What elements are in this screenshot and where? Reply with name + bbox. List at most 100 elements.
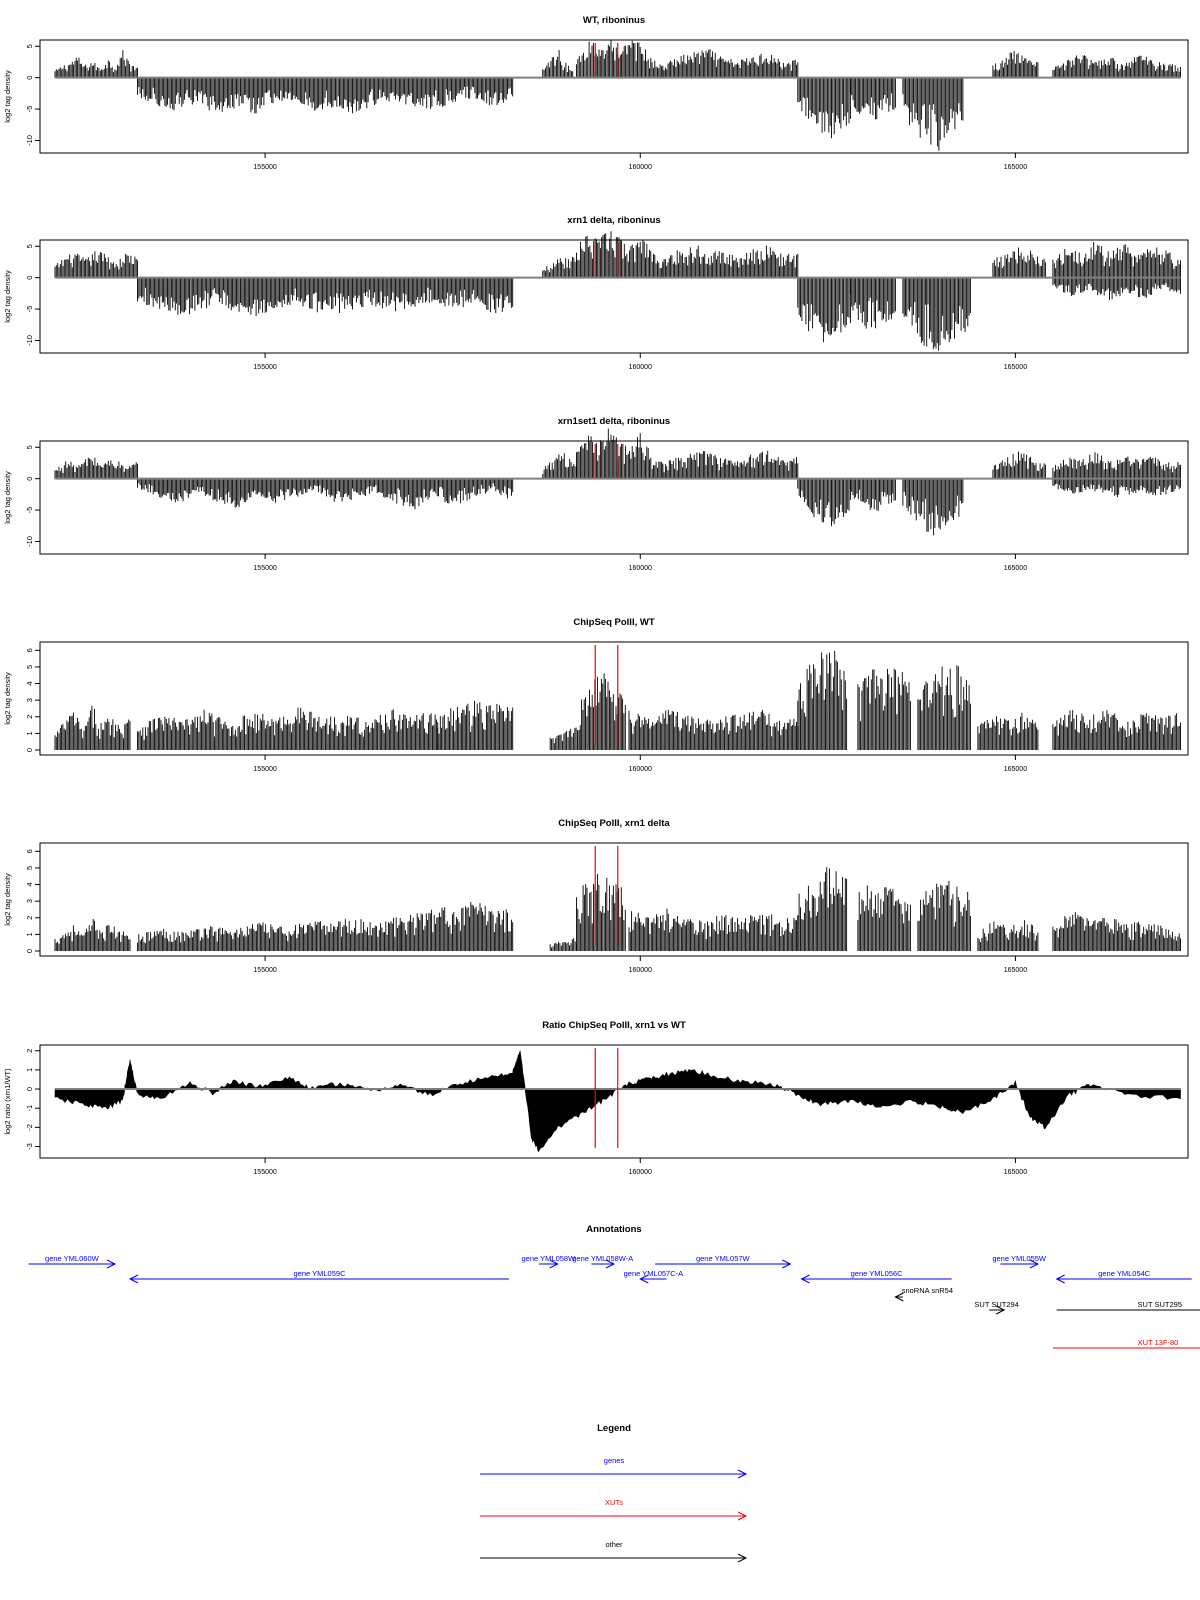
- annotation-label: snoRNA snR54: [902, 1286, 953, 1295]
- signal-segment-1: [54, 457, 138, 479]
- annotations-panel: Annotations gene YML060W gene YML059C gene …: [28, 1224, 1200, 1349]
- panel-title: ChipSeq PolII, WT: [573, 617, 654, 628]
- x-tick-label: 155000: [253, 766, 276, 773]
- annotation-gene-7: gene YML056C: [800, 1269, 952, 1284]
- signal-segment-4: [549, 938, 577, 951]
- x-tick-label: 165000: [1004, 1169, 1027, 1176]
- annotation-label: gene YML058W-A: [572, 1254, 633, 1263]
- y-tick-label: -5: [25, 507, 34, 514]
- annotation-other-8: snoRNA snR54: [894, 1286, 953, 1302]
- y-tick-label: 5: [25, 244, 34, 248]
- y-tick-label: 0: [25, 76, 34, 80]
- signal-segment-10: [992, 51, 1039, 78]
- signal-segment-8: [849, 77, 896, 120]
- arrow-left-icon: [1055, 1274, 1065, 1284]
- arrow-left-icon: [800, 1274, 810, 1284]
- signal-segment-3: [437, 700, 514, 750]
- annotation-label: gene YML058W: [522, 1254, 577, 1263]
- y-tick-label: 5: [25, 665, 34, 669]
- arrow-left-icon: [894, 1292, 904, 1302]
- y-tick-label: 2: [25, 715, 34, 719]
- y-tick-label: -1: [25, 1105, 34, 1112]
- panel-title: xrn1 delta, riboninus: [567, 215, 660, 226]
- annotation-other-12: SUT SUT295: [1056, 1300, 1200, 1311]
- panel-title: ChipSeq PolII, xrn1 delta: [558, 818, 670, 829]
- y-tick-label: 4: [25, 681, 34, 685]
- plot-frame: [39, 641, 1189, 756]
- arrow-left-icon: [128, 1274, 139, 1284]
- signal-segment-6: [628, 709, 799, 750]
- annotation-label: gene YML056C: [851, 1269, 904, 1278]
- y-axis-label: log2 tag density: [3, 672, 12, 725]
- signal-segment-1: [54, 50, 138, 78]
- arrow-right-icon: [737, 1553, 748, 1563]
- legend-title: Legend: [597, 1423, 631, 1434]
- annotation-label: gene YML055W: [992, 1254, 1047, 1263]
- arrow-right-icon: [737, 1469, 748, 1479]
- annotation-label: XUT 13F-80: [1138, 1338, 1179, 1347]
- y-tick-label: 0: [25, 276, 34, 280]
- y-tick-label: 6: [25, 648, 34, 652]
- x-tick-label: 165000: [1004, 967, 1027, 974]
- y-tick-label: -2: [25, 1124, 34, 1131]
- y-tick-label: 5: [25, 866, 34, 870]
- plot-frame: [39, 1044, 1189, 1159]
- signal-segment-7: [849, 478, 896, 511]
- signal-segment-3: [542, 50, 574, 78]
- y-tick-label: 4: [25, 882, 34, 886]
- annotation-xut-13: XUT 13F-80: [1052, 1338, 1200, 1349]
- signal-segment-5: [662, 450, 799, 479]
- y-tick-label: 3: [25, 698, 34, 702]
- y-tick-label: 0: [25, 748, 34, 752]
- signal-segment-5: [576, 874, 626, 951]
- panel-4: ChipSeq PolII, WT 155000 160000 165000 0 1 2 3 4…: [3, 617, 1189, 773]
- y-tick-label: 0: [25, 477, 34, 481]
- signal-segment-10: [977, 920, 1039, 951]
- arrow-right-icon: [737, 1511, 748, 1521]
- y-tick-label: -10: [25, 135, 34, 146]
- annotation-gene-11: gene YML054C: [1055, 1269, 1192, 1284]
- signal-segment-6: [797, 478, 851, 527]
- data-marks: [54, 39, 1181, 151]
- x-tick-label: 155000: [253, 1169, 276, 1176]
- signal-segment-4: [576, 428, 664, 479]
- y-axis-label: log2 tag density: [3, 873, 12, 926]
- panel-6: Ratio ChipSeq PolII, xrn1 vs WT 155000 160…: [3, 1020, 1189, 1176]
- arrow-right-icon: [995, 1305, 1006, 1315]
- signal-segment-8: [857, 668, 911, 750]
- x-tick-label: 160000: [629, 967, 652, 974]
- legend-item-gene: genes: [480, 1456, 748, 1479]
- arrow-right-icon: [605, 1259, 616, 1269]
- x-tick-label: 165000: [1004, 364, 1027, 371]
- annotation-gene-6: gene YML057W: [655, 1254, 792, 1269]
- y-axis-label: log2 ratio (xrn1/WT): [3, 1068, 12, 1135]
- signal-segment-1: [54, 919, 131, 951]
- signal-segment-4: [576, 231, 664, 278]
- x-tick-label: 160000: [629, 164, 652, 171]
- annotation-gene-9: gene YML055W: [992, 1254, 1047, 1269]
- arrow-right-icon: [106, 1259, 117, 1269]
- data-marks: [54, 867, 1181, 951]
- signal-segment-9: [992, 247, 1046, 278]
- y-tick-label: -10: [25, 536, 34, 547]
- signal-segment-10: [1052, 452, 1181, 479]
- signal-segment-11: [1052, 55, 1181, 78]
- y-tick-label: 0: [25, 1087, 34, 1091]
- signal-segment-9: [917, 881, 971, 951]
- y-tick-label: 2: [25, 1049, 34, 1053]
- signal-segment-2: [137, 917, 401, 951]
- signal-segment-3: [399, 902, 514, 951]
- signal-segment-10: [977, 712, 1039, 750]
- y-tick-label: 5: [25, 445, 34, 449]
- signal-segment-10: [1052, 242, 1181, 278]
- panel-2: xrn1 delta, riboninus 155000 160000 165000 5…: [3, 215, 1189, 371]
- x-tick-label: 160000: [629, 565, 652, 572]
- plot-frame: [39, 440, 1189, 555]
- plot-frame: [39, 842, 1189, 957]
- signal-segment-7: [797, 77, 851, 139]
- annotation-gene-2: gene YML059C: [128, 1269, 509, 1284]
- signal-segment-6: [628, 908, 799, 951]
- panel-title: Ratio ChipSeq PolII, xrn1 vs WT: [542, 1020, 686, 1031]
- y-tick-label: -5: [25, 106, 34, 113]
